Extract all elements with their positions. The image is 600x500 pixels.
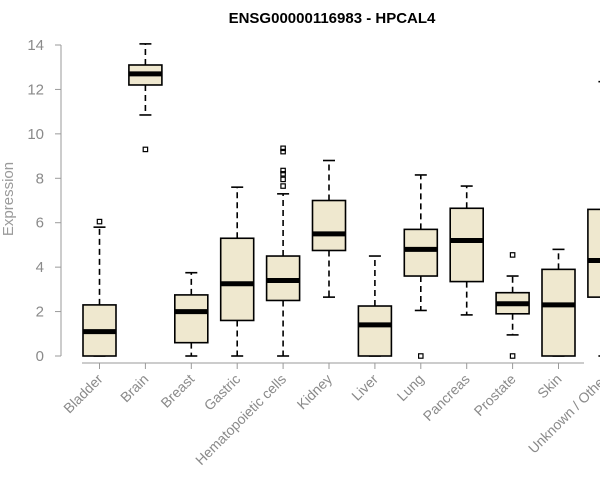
box-iqr [174,294,209,344]
y-axis-ticks: 0 2 4 6 8 10 12 14 [27,37,61,365]
y-tick-label: 14 [27,37,44,54]
y-tick-label: 8 [36,170,44,187]
outlier-point [418,353,424,359]
box-unknown-other [587,80,600,357]
box-breast [174,271,209,357]
box-prostate [495,252,530,359]
box-iqr [541,268,576,357]
box-gastric [219,186,255,357]
box-liver [357,255,393,357]
box-iqr [311,199,347,252]
y-tick-label: 2 [36,304,44,321]
x-tick-label: Skin [534,371,565,402]
x-tick-label: Lung [394,371,427,404]
y-tick-label: 0 [36,348,44,365]
outlier-point [280,148,286,155]
boxes-group [82,43,600,359]
outlier-point [509,353,516,359]
outlier-point [280,167,286,174]
x-tick-label: Bladder [60,371,106,417]
outlier-point [96,218,103,225]
box-iqr [587,208,600,298]
box-iqr [403,228,439,277]
y-tick-label: 10 [27,126,44,143]
x-tick-label: Hematopoietic cells [192,371,289,468]
y-axis-label: Expression [0,162,17,236]
x-tick-label: Liver [348,371,381,404]
outlier-point [280,145,286,152]
box-brain [128,43,163,153]
outlier-point [280,176,286,183]
box-lung [403,174,439,359]
y-tick-label: 4 [36,259,44,276]
box-skin [541,248,576,357]
box-iqr [219,237,255,322]
box-kidney [311,159,347,298]
outlier-point [280,183,286,189]
y-tick-label: 12 [27,81,44,98]
outlier-point [142,146,149,153]
box-iqr [357,305,393,357]
x-tick-label: Prostate [471,371,519,419]
outlier-point [280,171,286,177]
box-pancreas [449,185,485,316]
y-tick-label: 6 [36,215,44,232]
box-hematopoietic-cells [265,145,301,357]
x-tick-label: Gastric [201,371,244,414]
x-tick-label: Pancreas [420,371,473,424]
x-tick-label: Kidney [294,371,336,413]
box-bladder [82,218,117,357]
chart-title: ENSG00000116983 - HPCAL4 [229,10,436,27]
x-tick-label: Breast [157,371,197,411]
outlier-point [509,252,516,258]
box-iqr [449,207,485,283]
x-tick-label: Brain [117,371,151,405]
